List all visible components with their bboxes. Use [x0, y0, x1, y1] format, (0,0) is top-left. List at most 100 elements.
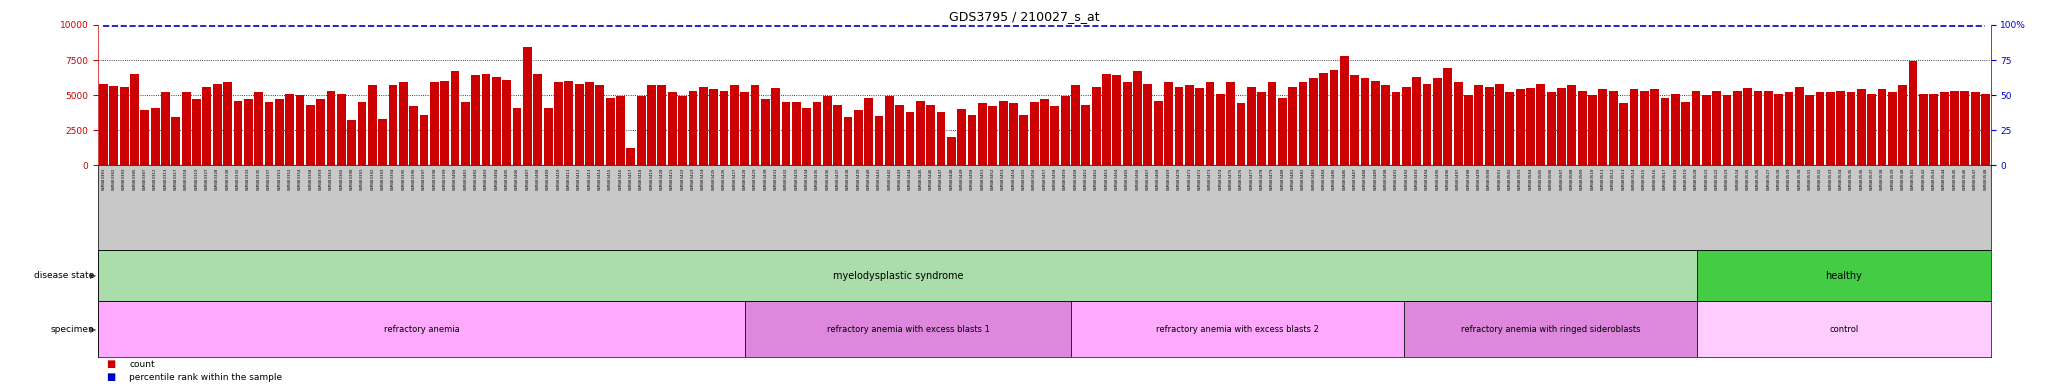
Bar: [1257, 92, 1266, 165]
Text: GSM483406: GSM483406: [516, 168, 518, 190]
Text: GSM483535: GSM483535: [1849, 168, 1853, 190]
Text: GSM483513: GSM483513: [1622, 168, 1626, 190]
Text: GSM483402: GSM483402: [473, 168, 477, 190]
Text: GSM483449: GSM483449: [961, 168, 965, 190]
Bar: [1794, 87, 1804, 165]
Bar: [522, 47, 532, 165]
Bar: [98, 84, 109, 165]
Text: GSM483335: GSM483335: [256, 168, 260, 190]
Bar: [1196, 88, 1204, 165]
Bar: [1722, 95, 1731, 165]
Text: GSM483489: GSM483489: [1374, 168, 1378, 190]
Text: GSM483444: GSM483444: [907, 168, 911, 190]
Text: GSM483409: GSM483409: [547, 168, 551, 190]
Text: GSM483407: GSM483407: [526, 168, 530, 190]
Bar: [709, 89, 719, 165]
Text: GSM483461: GSM483461: [1083, 168, 1087, 190]
Bar: [1237, 103, 1245, 165]
Bar: [1475, 85, 1483, 165]
Bar: [1587, 95, 1597, 165]
Text: GSM483425: GSM483425: [711, 168, 715, 190]
Text: GSM483394: GSM483394: [391, 168, 395, 190]
Bar: [389, 85, 397, 165]
Text: GSM483516: GSM483516: [1653, 168, 1657, 190]
Text: GSM483427: GSM483427: [733, 168, 737, 190]
Text: GSM483470: GSM483470: [1178, 168, 1182, 190]
Bar: [471, 75, 479, 165]
Text: percentile rank within the sample: percentile rank within the sample: [129, 372, 283, 382]
Text: GSM483426: GSM483426: [721, 168, 725, 190]
Text: GSM483477: GSM483477: [1249, 168, 1253, 190]
Text: GSM483496: GSM483496: [1446, 168, 1450, 190]
Bar: [315, 99, 326, 165]
Bar: [627, 148, 635, 165]
Text: GSM483469: GSM483469: [1167, 168, 1171, 190]
Text: GSM483459: GSM483459: [1063, 168, 1067, 190]
Text: GSM483307: GSM483307: [143, 168, 147, 190]
Bar: [451, 71, 459, 165]
Bar: [1403, 87, 1411, 165]
Text: GSM483305: GSM483305: [133, 168, 137, 190]
Bar: [1227, 83, 1235, 165]
Bar: [1010, 103, 1018, 165]
Text: GSM483400: GSM483400: [453, 168, 457, 190]
Bar: [461, 102, 469, 165]
Text: GSM483520: GSM483520: [1694, 168, 1698, 190]
Bar: [98, 301, 745, 357]
Bar: [1030, 102, 1038, 165]
Bar: [1071, 301, 1405, 357]
Text: GSM483476: GSM483476: [1239, 168, 1243, 190]
Bar: [1278, 98, 1286, 165]
Bar: [305, 105, 315, 165]
Bar: [1567, 85, 1577, 165]
Text: GSM483464: GSM483464: [1114, 168, 1118, 190]
Text: GSM483530: GSM483530: [1798, 168, 1802, 190]
Bar: [586, 83, 594, 165]
Text: GSM483448: GSM483448: [950, 168, 954, 190]
Bar: [688, 91, 696, 165]
Bar: [1122, 83, 1133, 165]
Bar: [131, 74, 139, 165]
Text: GSM483481: GSM483481: [1290, 168, 1294, 190]
Bar: [1505, 92, 1513, 165]
Text: GSM483488: GSM483488: [1364, 168, 1368, 190]
Bar: [1733, 91, 1741, 165]
Bar: [1698, 250, 1991, 301]
Text: GSM483328: GSM483328: [215, 168, 219, 190]
Bar: [1526, 88, 1534, 165]
Bar: [555, 83, 563, 165]
Bar: [1878, 89, 1886, 165]
Text: GSM483395: GSM483395: [401, 168, 406, 190]
Bar: [1698, 301, 1991, 357]
Text: GSM483512: GSM483512: [1612, 168, 1616, 190]
Bar: [1980, 94, 1991, 165]
Text: healthy: healthy: [1825, 270, 1862, 281]
Bar: [1753, 91, 1763, 165]
Bar: [1610, 91, 1618, 165]
Bar: [543, 108, 553, 165]
Bar: [1536, 84, 1546, 165]
Text: GSM483492: GSM483492: [1405, 168, 1409, 190]
Bar: [678, 96, 686, 165]
Bar: [1599, 89, 1608, 165]
Text: GSM483410: GSM483410: [557, 168, 561, 190]
Text: GSM483474: GSM483474: [1219, 168, 1223, 190]
Text: GSM483465: GSM483465: [1124, 168, 1128, 190]
Bar: [885, 96, 893, 165]
Bar: [1061, 96, 1069, 165]
Text: GSM483527: GSM483527: [1765, 168, 1769, 190]
Bar: [1898, 85, 1907, 165]
Text: GSM483529: GSM483529: [1788, 168, 1792, 190]
Text: GSM483458: GSM483458: [1053, 168, 1057, 190]
Text: GSM483479: GSM483479: [1270, 168, 1274, 190]
Text: GSM483528: GSM483528: [1778, 168, 1780, 190]
Text: GSM483546: GSM483546: [1962, 168, 1966, 190]
Bar: [162, 92, 170, 165]
Text: refractory anemia with ringed sideroblasts: refractory anemia with ringed sideroblas…: [1460, 325, 1640, 334]
Bar: [772, 88, 780, 165]
Text: GSM483523: GSM483523: [1724, 168, 1729, 190]
Text: GSM483548: GSM483548: [1982, 168, 1987, 190]
Text: GSM483447: GSM483447: [940, 168, 942, 190]
Text: GSM483472: GSM483472: [1198, 168, 1202, 190]
Bar: [1763, 91, 1774, 165]
